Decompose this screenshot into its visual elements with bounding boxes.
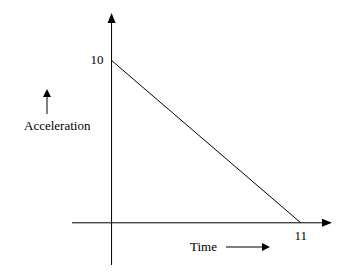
svg-text:Time: Time bbox=[190, 239, 217, 254]
svg-text:11: 11 bbox=[294, 228, 307, 243]
svg-text:10: 10 bbox=[91, 52, 104, 67]
svg-text:Acceleration: Acceleration bbox=[24, 118, 91, 133]
